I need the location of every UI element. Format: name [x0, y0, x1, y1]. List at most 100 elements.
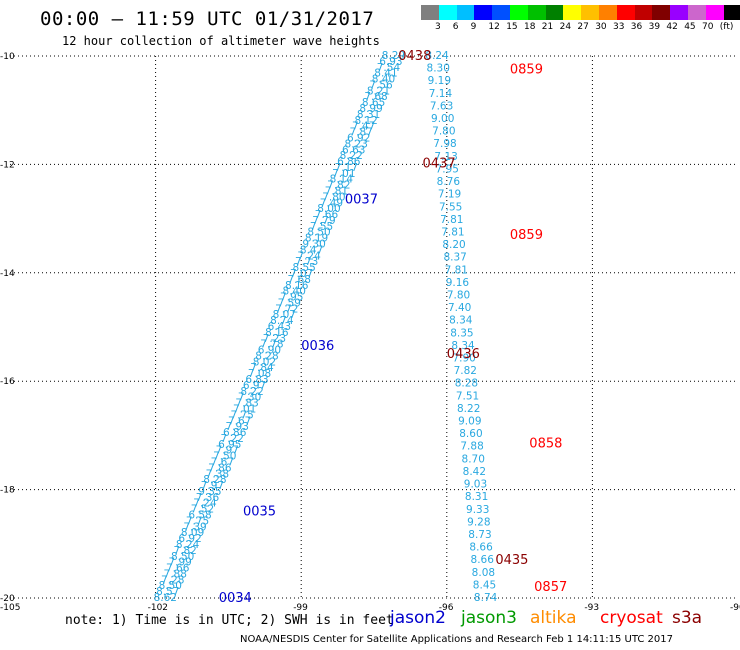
wave-height-value: 8.66	[471, 554, 495, 566]
wave-height-value: 7.67	[211, 457, 234, 469]
pass-time-label: 0858	[529, 437, 562, 452]
lon-tick-label: -96	[439, 603, 454, 613]
wave-height-value: 7.39	[183, 521, 206, 533]
colorbar-swatch	[438, 5, 457, 20]
wave-height-value: 7.30	[238, 392, 261, 404]
wave-height-value: 8.12	[354, 115, 377, 127]
wave-height-value: 8.29	[382, 50, 405, 62]
wave-height-value: 9.28	[467, 516, 490, 528]
lat-tick-label: -18	[0, 486, 15, 496]
map-subtitle: 12 hour collection of altimeter wave hei…	[62, 34, 380, 48]
wave-height-value: 8.99	[359, 103, 382, 115]
wave-height-value: 7.68	[288, 274, 311, 286]
wave-height-value: 7.56	[369, 79, 393, 91]
satellite-legend-s3a: s3a	[672, 608, 703, 628]
wave-height-value: 7.13	[434, 151, 457, 163]
colorbar-swatch	[492, 5, 510, 20]
wave-height-value: 7.67	[228, 415, 251, 427]
wave-height-value: 8.74	[270, 315, 294, 327]
wave-height-value: 8.23	[345, 138, 368, 150]
colorbar-label: 21	[541, 22, 554, 32]
wave-height-value: 8.08	[472, 567, 495, 579]
wave-height-value: 8.21	[367, 85, 390, 97]
wave-height-value: 6.83	[245, 374, 268, 386]
pass-time-label: 0435	[495, 553, 528, 568]
colorbar-swatch	[652, 5, 671, 20]
wave-height-value: 8.35	[450, 327, 473, 339]
colorbar-label: 33	[613, 22, 625, 32]
wave-height-value: 7.75	[186, 515, 209, 527]
wave-height-value: 7.99	[168, 557, 191, 569]
pass-time-label: 0438	[398, 49, 431, 64]
wave-height-value: 8.31	[465, 491, 488, 503]
wave-height-value: 9.30	[302, 239, 325, 251]
colorbar-swatch	[616, 5, 635, 20]
wave-height-value: 8.70	[462, 453, 485, 465]
colorbar-swatch	[670, 5, 688, 20]
wave-height-value: 8.73	[468, 529, 491, 541]
wave-height-value: 7.98	[433, 138, 456, 150]
wave-height-value: 7.81	[445, 264, 468, 276]
wave-height-value: 9.16	[446, 277, 470, 289]
wave-height-value: 7.55	[439, 201, 462, 213]
wave-height-value: 6.97	[243, 380, 266, 392]
wave-height-value: 8.74	[474, 592, 498, 604]
wave-height-value: 8.30	[427, 63, 450, 75]
wave-height-value: 7.72	[275, 303, 298, 315]
colorbar-label: 12	[488, 22, 500, 32]
wave-height-value: 7.54	[377, 62, 401, 74]
wave-height-value: 6.92	[178, 533, 201, 545]
wave-height-value: 9.19	[428, 75, 451, 87]
colorbar-label: 39	[648, 22, 661, 32]
wave-height-value: 6.92	[347, 132, 370, 144]
wave-height-value: 8.28	[455, 378, 478, 390]
pass-time-label: 0037	[345, 193, 378, 208]
wave-height-value: 8.34	[451, 340, 475, 352]
wave-height-value: 9.03	[464, 479, 487, 491]
wave-height-value: 8.50	[307, 227, 330, 239]
satellite-legend-jason2: jason2	[390, 608, 446, 628]
colorbar-label: 18	[524, 22, 536, 32]
wave-height-value: 7.22	[221, 433, 244, 445]
colorbar-swatch	[474, 5, 493, 20]
wave-height-value: 7.47	[352, 121, 375, 133]
wave-height-value: 7.81	[325, 186, 348, 198]
colorbar-swatch	[723, 5, 740, 20]
wave-height-value: 7.07	[290, 268, 313, 280]
wave-height-value: 9.33	[466, 504, 489, 516]
wave-height-value: 7.17	[335, 162, 358, 174]
colorbar-label: (ft)	[719, 22, 734, 32]
wave-height-value: 7.01	[332, 168, 355, 180]
colorbar-label: 9	[470, 22, 477, 32]
wave-height-value: 7.51	[456, 390, 479, 402]
wave-height-value: 7.81	[440, 214, 463, 226]
pass-time-label: 0436	[447, 347, 480, 362]
lat-tick-label: -20	[0, 594, 15, 604]
wave-height-value: 7.68	[364, 91, 387, 103]
satellite-legend-altika: altika	[530, 608, 577, 628]
wave-height-value: 8.19	[305, 233, 328, 245]
wave-height-value: 7.80	[447, 289, 470, 301]
wave-height-value: 7.36	[196, 492, 220, 504]
wave-height-value: 7.24	[193, 498, 217, 510]
colorbar-swatch	[509, 5, 528, 20]
wave-height-value: 7.82	[327, 180, 350, 192]
wave-height-value: 8.28	[203, 474, 226, 486]
colorbar-label: 6	[452, 22, 459, 32]
wave-height-value: 7.01	[233, 403, 256, 415]
wave-height-value: 8.31	[357, 109, 380, 121]
wave-height-value: 8.22	[457, 403, 480, 415]
colorbar-label: 45	[684, 22, 696, 32]
wave-height-value: 8.14	[330, 174, 354, 186]
wave-height-value: 7.83	[235, 398, 258, 410]
wave-height-value: 8.34	[449, 315, 473, 327]
wave-height-value: 7.50	[213, 451, 236, 463]
satellite-legend-cryosat: cryosat	[600, 608, 663, 628]
wave-height-value: 7.78	[260, 339, 283, 351]
pass-time-label: 0859	[510, 228, 543, 243]
colorbar	[421, 5, 740, 20]
wave-height-value: 8.41	[374, 68, 397, 80]
wave-height-value: 7.38	[206, 468, 229, 480]
